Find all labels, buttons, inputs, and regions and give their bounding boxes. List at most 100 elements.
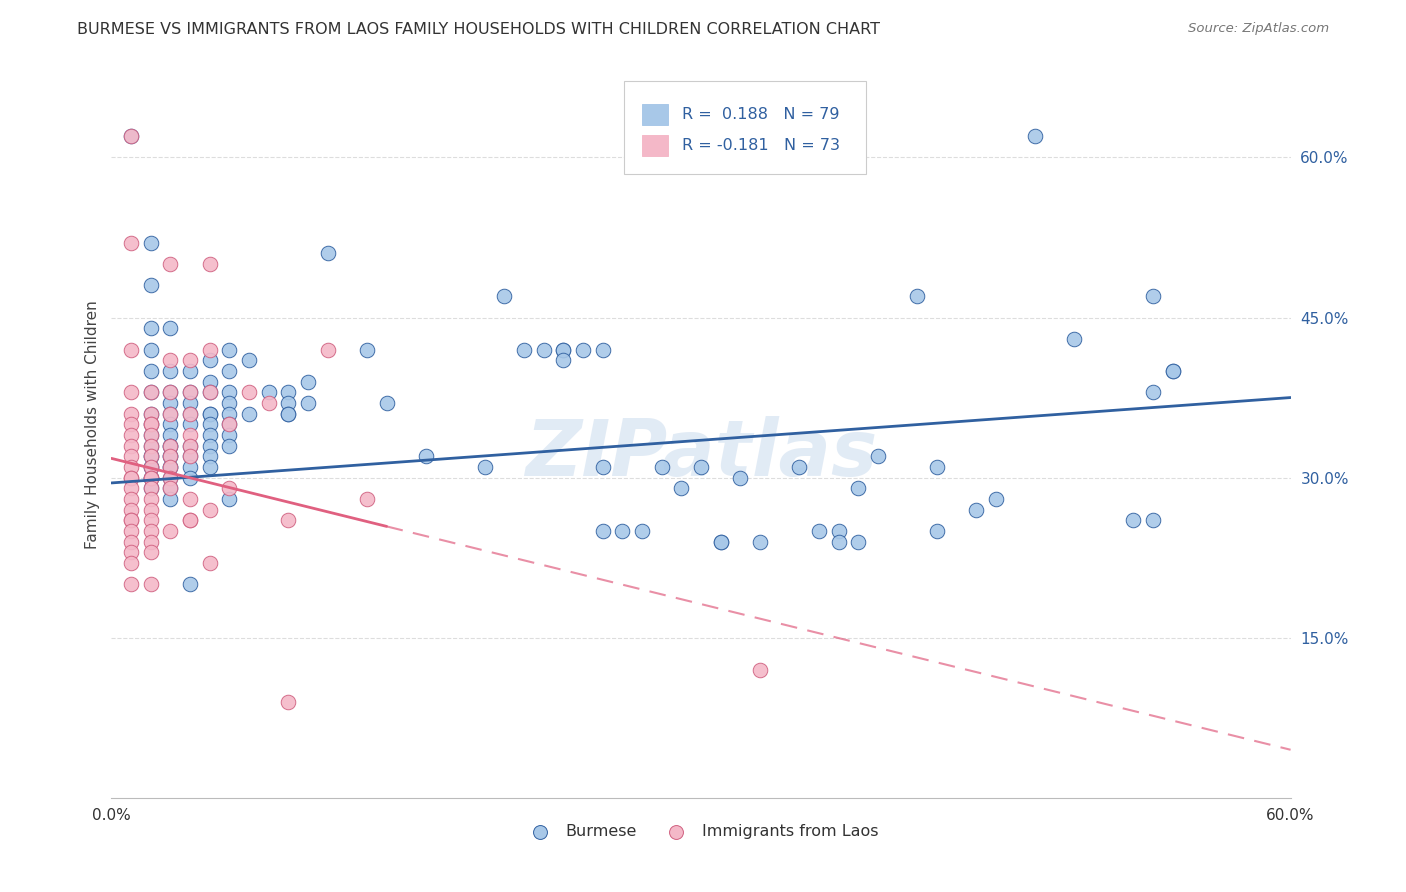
Point xyxy=(139,534,162,549)
Point xyxy=(179,577,201,591)
Point xyxy=(218,343,240,357)
Point xyxy=(120,534,142,549)
Point xyxy=(553,343,575,357)
Point xyxy=(120,545,142,559)
Point xyxy=(139,470,162,484)
Point xyxy=(159,449,181,463)
Point xyxy=(1161,364,1184,378)
Point xyxy=(159,470,181,484)
Point xyxy=(198,428,221,442)
Point xyxy=(179,449,201,463)
Point xyxy=(513,343,536,357)
Point xyxy=(179,396,201,410)
Point xyxy=(159,439,181,453)
Point xyxy=(494,289,516,303)
Point xyxy=(159,353,181,368)
Point xyxy=(139,470,162,484)
Point xyxy=(139,513,162,527)
Point xyxy=(179,470,201,484)
Point xyxy=(139,321,162,335)
Point xyxy=(139,439,162,453)
Point xyxy=(139,407,162,421)
Point xyxy=(120,343,142,357)
Point xyxy=(218,428,240,442)
Point xyxy=(592,524,614,538)
Point xyxy=(120,470,142,484)
Point xyxy=(120,385,142,400)
Point xyxy=(139,449,162,463)
Point xyxy=(198,439,221,453)
Point xyxy=(159,481,181,495)
Point xyxy=(277,407,299,421)
Point xyxy=(159,321,181,335)
Point xyxy=(139,459,162,474)
Point xyxy=(139,449,162,463)
Point xyxy=(120,513,142,527)
Point xyxy=(139,235,162,250)
Point xyxy=(671,481,693,495)
Point xyxy=(159,385,181,400)
Point xyxy=(120,524,142,538)
Point xyxy=(159,428,181,442)
Point xyxy=(827,534,849,549)
Point xyxy=(179,385,201,400)
Point xyxy=(139,385,162,400)
Point xyxy=(159,449,181,463)
Point xyxy=(139,417,162,432)
Point xyxy=(198,449,221,463)
Point xyxy=(139,545,162,559)
Point xyxy=(297,375,319,389)
Point xyxy=(179,449,201,463)
Point xyxy=(179,407,201,421)
Point xyxy=(139,577,162,591)
Point xyxy=(1161,364,1184,378)
Point xyxy=(179,417,201,432)
Point xyxy=(179,513,201,527)
Point xyxy=(1122,513,1144,527)
Point xyxy=(198,385,221,400)
Point xyxy=(316,246,339,260)
Point xyxy=(179,353,201,368)
Point xyxy=(651,459,673,474)
Point xyxy=(139,428,162,442)
Point xyxy=(120,417,142,432)
Point xyxy=(749,663,772,677)
Point xyxy=(553,343,575,357)
Point xyxy=(159,396,181,410)
Point xyxy=(120,513,142,527)
Point xyxy=(139,524,162,538)
Point xyxy=(984,491,1007,506)
Point xyxy=(1024,129,1046,144)
Point xyxy=(631,524,654,538)
Point xyxy=(218,481,240,495)
Bar xyxy=(643,103,668,125)
Point xyxy=(710,534,733,549)
Point xyxy=(198,385,221,400)
Point xyxy=(120,428,142,442)
Point xyxy=(198,257,221,271)
Point xyxy=(120,502,142,516)
Point xyxy=(139,449,162,463)
Point xyxy=(159,524,181,538)
Point xyxy=(533,343,555,357)
Point xyxy=(218,407,240,421)
Point xyxy=(159,407,181,421)
Point xyxy=(1063,332,1085,346)
Point xyxy=(120,577,142,591)
Point xyxy=(139,385,162,400)
Point xyxy=(827,524,849,538)
Point xyxy=(120,407,142,421)
Point xyxy=(807,524,830,538)
Point xyxy=(375,396,398,410)
Point xyxy=(139,343,162,357)
Text: ZIPatlas: ZIPatlas xyxy=(524,417,877,492)
Point xyxy=(139,481,162,495)
Point xyxy=(277,695,299,709)
Point xyxy=(198,343,221,357)
Point xyxy=(238,407,260,421)
Point xyxy=(474,459,496,474)
Point xyxy=(218,491,240,506)
Point xyxy=(159,385,181,400)
Point xyxy=(1142,513,1164,527)
FancyBboxPatch shape xyxy=(624,80,866,174)
